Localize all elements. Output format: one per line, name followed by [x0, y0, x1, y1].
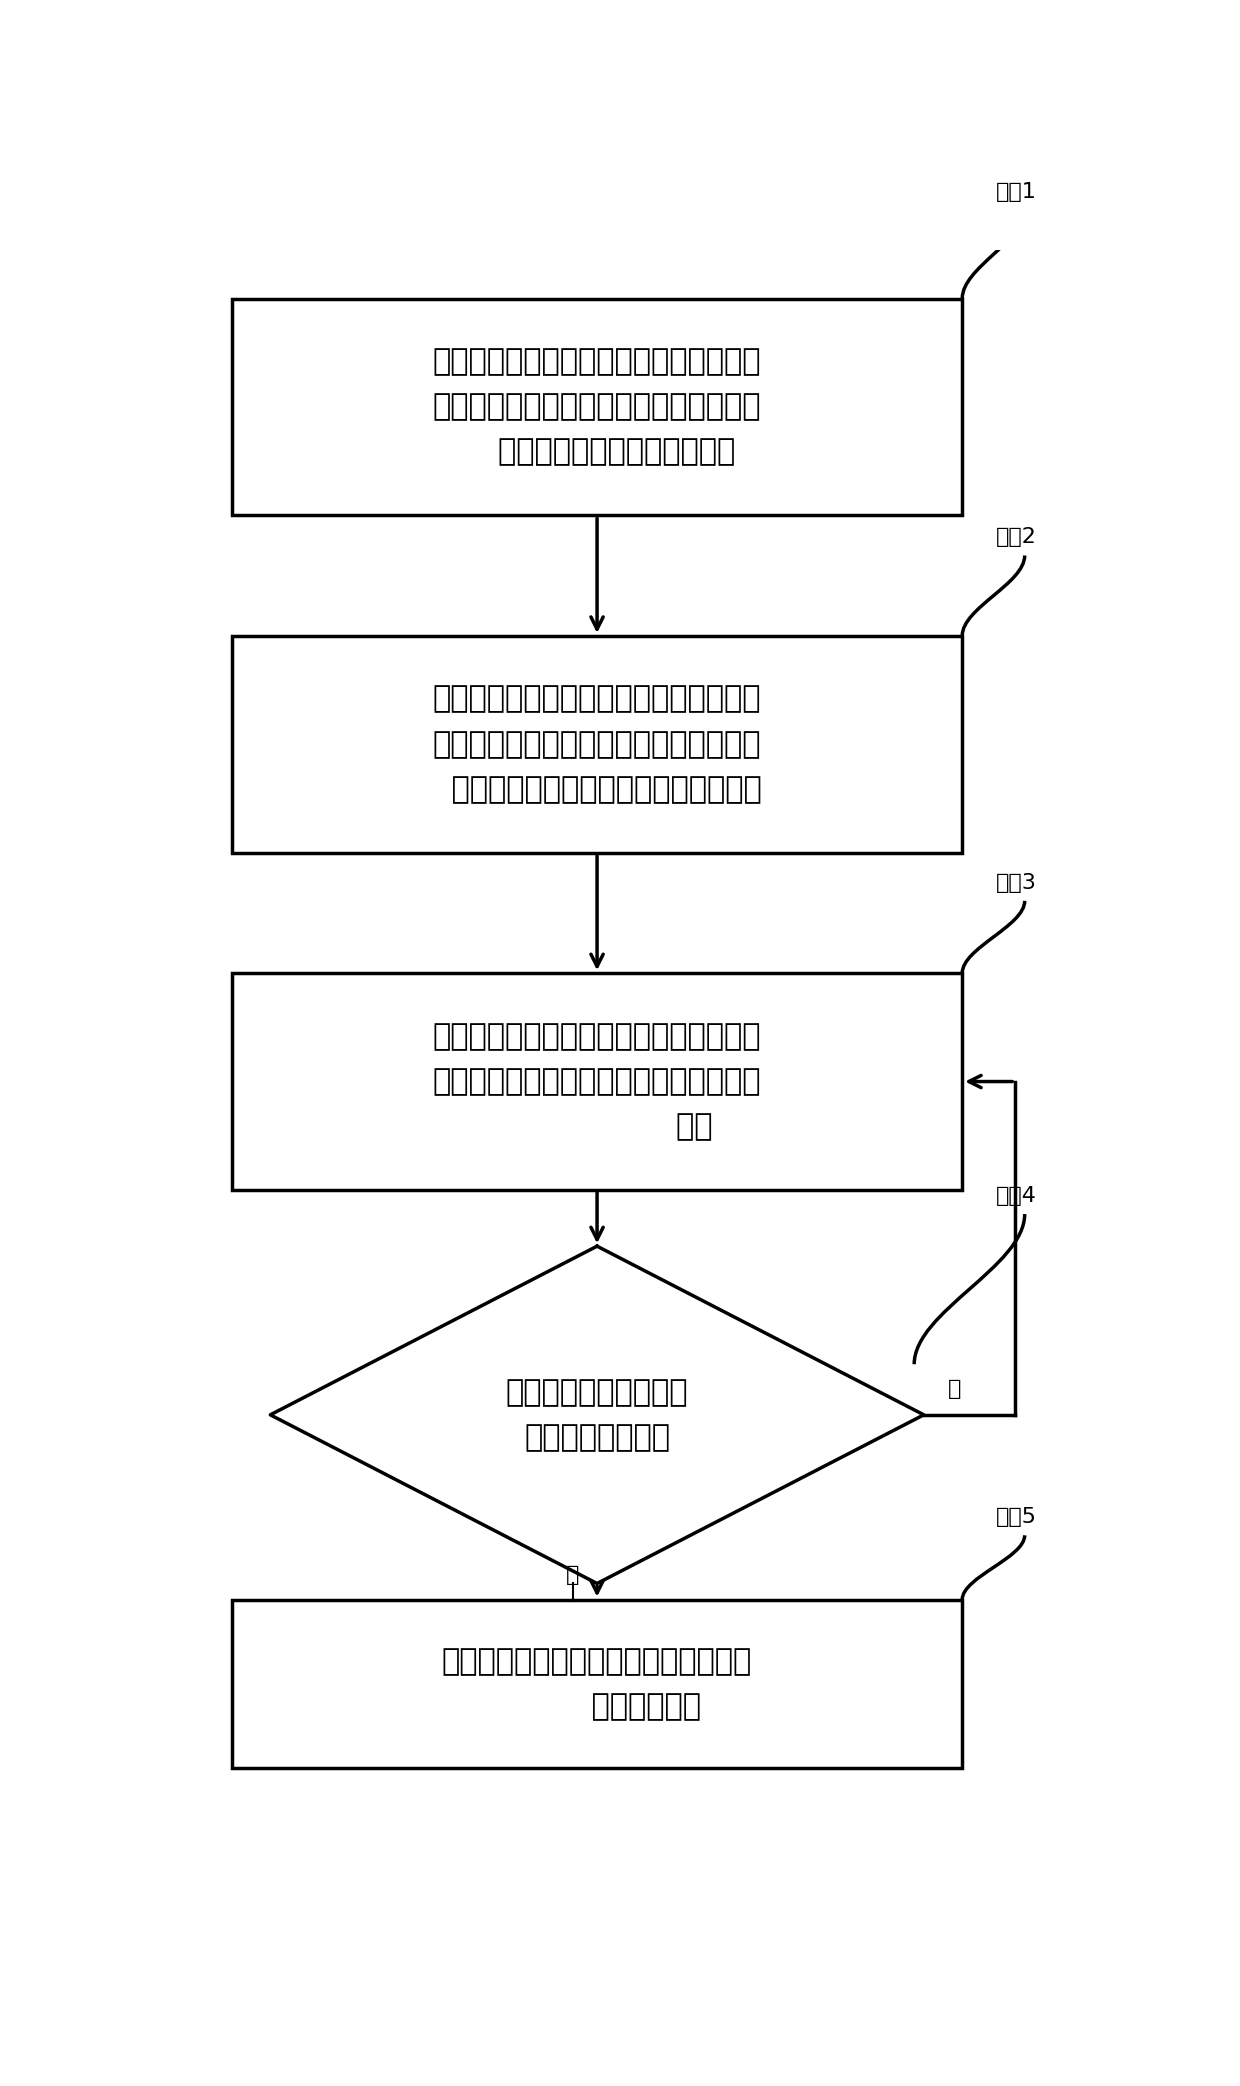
Bar	[232, 298, 962, 515]
Text: 步骤5: 步骤5	[996, 1508, 1037, 1527]
Text: 基于所述动力总成悬置系统的初始固有频
率范围对动力总成悬置系统进行建模，从
  而得到动力总成悬置系统模态分析模型: 基于所述动力总成悬置系统的初始固有频 率范围对动力总成悬置系统进行建模，从 而得…	[433, 684, 761, 803]
Text: 判断当前固有频率是否
在最优频率范围内: 判断当前固有频率是否 在最优频率范围内	[506, 1377, 688, 1452]
Text: 步骤1: 步骤1	[996, 181, 1037, 202]
Text: 在所述动力总成悬置系统模态分析模型中
对悬置几何参数和悬置特性参数进行优化
                    匹配: 在所述动力总成悬置系统模态分析模型中 对悬置几何参数和悬置特性参数进行优化 匹配	[433, 1022, 761, 1141]
Text: 是: 是	[567, 1564, 580, 1585]
Polygon shape	[270, 1245, 924, 1583]
Text: 步骤2: 步骤2	[996, 528, 1037, 547]
Text: 否: 否	[947, 1379, 961, 1400]
Text: 输出当前优化匹配后的悬置几何参数和
          悬置特性参数: 输出当前优化匹配后的悬置几何参数和 悬置特性参数	[441, 1646, 753, 1721]
Bar	[232, 1600, 962, 1769]
Text: 步骤4: 步骤4	[996, 1187, 1037, 1206]
Bar	[232, 974, 962, 1189]
Bar	[232, 636, 962, 853]
Text: 计算发动机激振频率范围和路面激振频率
范围，从而确定动力总成悬置系统的初始
    固有频率范围和最优频率范围: 计算发动机激振频率范围和路面激振频率 范围，从而确定动力总成悬置系统的初始 固有…	[433, 348, 761, 467]
Text: 步骤3: 步骤3	[996, 872, 1037, 893]
